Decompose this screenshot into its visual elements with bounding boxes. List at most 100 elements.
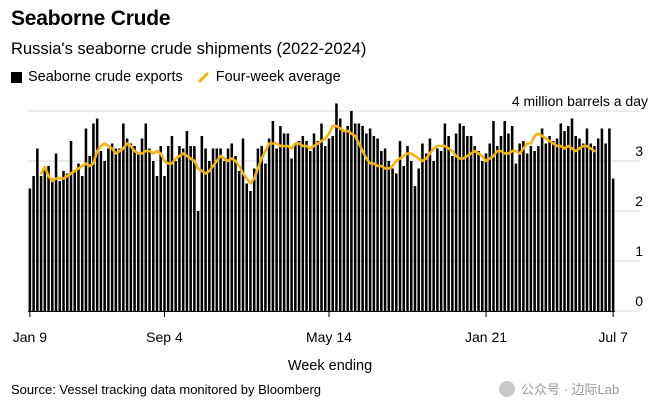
y-tick-label: 2 <box>635 193 643 209</box>
bar <box>39 176 43 311</box>
bar <box>540 128 544 311</box>
bar <box>114 148 118 311</box>
bar <box>279 126 282 311</box>
bar <box>159 146 163 311</box>
bar <box>80 176 84 311</box>
bar <box>436 148 439 311</box>
bar <box>507 133 510 311</box>
bar <box>129 143 133 311</box>
bar <box>525 153 529 311</box>
legend-line-label: Four-week average <box>215 69 341 85</box>
bar <box>170 136 174 311</box>
y-tick-label: 3 <box>635 143 643 159</box>
bar <box>353 123 357 311</box>
bar <box>376 138 379 311</box>
bar <box>510 126 514 311</box>
bar <box>596 138 600 311</box>
bar <box>163 176 166 311</box>
bar <box>92 123 95 311</box>
bar <box>185 131 189 311</box>
bar <box>122 123 125 311</box>
y-unit-label: 4 million barrels a day <box>512 93 648 109</box>
bar <box>256 148 260 311</box>
bar <box>518 143 521 311</box>
legend-bar-label: Seaborne crude exports <box>28 69 183 85</box>
bar <box>294 143 297 311</box>
bar <box>51 178 54 311</box>
bar <box>290 158 293 311</box>
bar <box>327 138 331 311</box>
x-axis-title: Week ending <box>287 358 373 374</box>
bar <box>350 111 353 311</box>
bar <box>593 146 596 311</box>
bar <box>417 168 420 311</box>
bar <box>611 178 615 311</box>
bar <box>365 133 368 311</box>
bar <box>166 146 170 311</box>
bar <box>47 166 50 311</box>
bar <box>499 136 503 311</box>
bar <box>544 143 548 311</box>
bar <box>391 168 394 311</box>
x-tick-label: Sep 4 <box>146 329 183 345</box>
bar <box>107 148 110 311</box>
bar <box>204 148 207 311</box>
bar <box>529 146 533 311</box>
bar <box>73 171 77 311</box>
bar <box>342 131 346 311</box>
bar <box>469 136 473 311</box>
bar <box>275 148 278 311</box>
chart-subtitle: Russia's seaborne crude shipments (2022-… <box>11 40 367 58</box>
bar <box>316 141 320 311</box>
bar <box>62 171 65 311</box>
bar <box>309 151 312 311</box>
bar <box>282 133 286 311</box>
bar <box>331 136 334 311</box>
bar <box>357 123 361 311</box>
bar <box>522 141 525 311</box>
bar <box>421 143 424 311</box>
bar <box>193 146 196 311</box>
bar <box>361 126 364 311</box>
bar <box>226 148 230 311</box>
bar <box>368 128 372 311</box>
bar <box>174 161 177 311</box>
bar <box>32 176 35 311</box>
bar <box>249 191 252 311</box>
bar <box>398 141 402 311</box>
bar <box>387 161 391 311</box>
bar <box>245 183 248 311</box>
bar <box>439 151 443 311</box>
bar <box>267 138 271 311</box>
bar <box>264 163 267 311</box>
bar <box>346 126 349 311</box>
bar <box>144 123 148 311</box>
bar <box>462 126 465 311</box>
bar <box>380 151 383 311</box>
wechat-icon <box>499 380 515 397</box>
bar <box>559 123 563 311</box>
bar <box>230 143 234 311</box>
bar <box>196 211 200 311</box>
bar <box>137 153 140 311</box>
bar <box>301 136 305 311</box>
bar <box>578 138 581 311</box>
bar <box>495 146 499 311</box>
bar <box>503 121 506 311</box>
bar <box>88 156 91 311</box>
bar <box>443 123 447 311</box>
y-tick-label: 0 <box>635 293 643 309</box>
bar <box>338 118 342 311</box>
bar <box>566 126 570 311</box>
bar <box>65 173 69 311</box>
bar <box>84 128 88 311</box>
bar <box>372 136 376 311</box>
bar <box>552 141 555 311</box>
bar <box>447 136 450 311</box>
bar <box>271 121 275 311</box>
bar <box>451 156 454 311</box>
bar <box>77 163 80 311</box>
bar <box>43 168 47 311</box>
average-line <box>39 124 596 185</box>
